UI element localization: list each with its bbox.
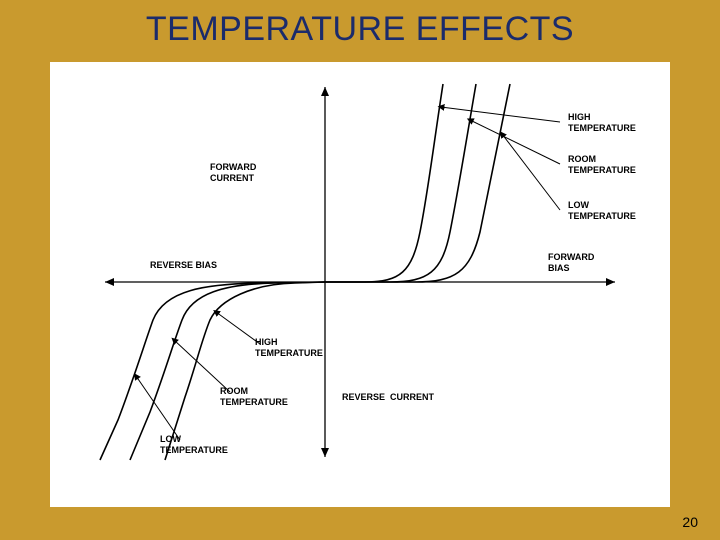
label-forward-current: FORWARDCURRENT xyxy=(210,162,257,183)
reverse-callout-room_temp xyxy=(174,340,230,392)
slide: TEMPERATURE EFFECTS FORWARDCURRENT REVERS… xyxy=(0,0,720,540)
forward-callout-high_temp xyxy=(441,107,560,122)
forward-callout-room_temp xyxy=(470,120,560,164)
arrowhead-right-icon xyxy=(606,278,615,286)
label-reverse-bias: REVERSE BIAS xyxy=(150,260,217,270)
reverse-curve-low_temp xyxy=(100,282,325,460)
forward-curve-low_temp xyxy=(325,84,510,282)
forward-callout-low_temp xyxy=(502,134,560,210)
forward-label-low_temp: LOWTEMPERATURE xyxy=(568,200,636,221)
slide-title: TEMPERATURE EFFECTS xyxy=(0,10,720,49)
arrowhead-up-icon xyxy=(321,87,329,96)
label-forward-bias: FORWARDBIAS xyxy=(548,252,595,273)
reverse-callout-high_temp xyxy=(216,312,260,344)
forward-label-room_temp: ROOMTEMPERATURE xyxy=(568,154,636,175)
label-reverse-current: REVERSE CURRENT xyxy=(342,392,435,402)
arrowhead-down-icon xyxy=(321,448,329,457)
iv-characteristic-diagram: FORWARDCURRENT REVERSE CURRENT FORWARDBIAS… xyxy=(50,62,670,507)
forward-curve-room_temp xyxy=(325,84,476,282)
page-number: 20 xyxy=(682,514,698,530)
reverse-label-room_temp: ROOMTEMPERATURE xyxy=(220,386,288,407)
forward-curve-high_temp xyxy=(325,84,443,282)
forward-label-high_temp: HIGHTEMPERATURE xyxy=(568,112,636,133)
reverse-label-low_temp: LOWTEMPERATURE xyxy=(160,434,228,455)
arrowhead-left-icon xyxy=(105,278,114,286)
reverse-label-high_temp: HIGHTEMPERATURE xyxy=(255,337,323,358)
